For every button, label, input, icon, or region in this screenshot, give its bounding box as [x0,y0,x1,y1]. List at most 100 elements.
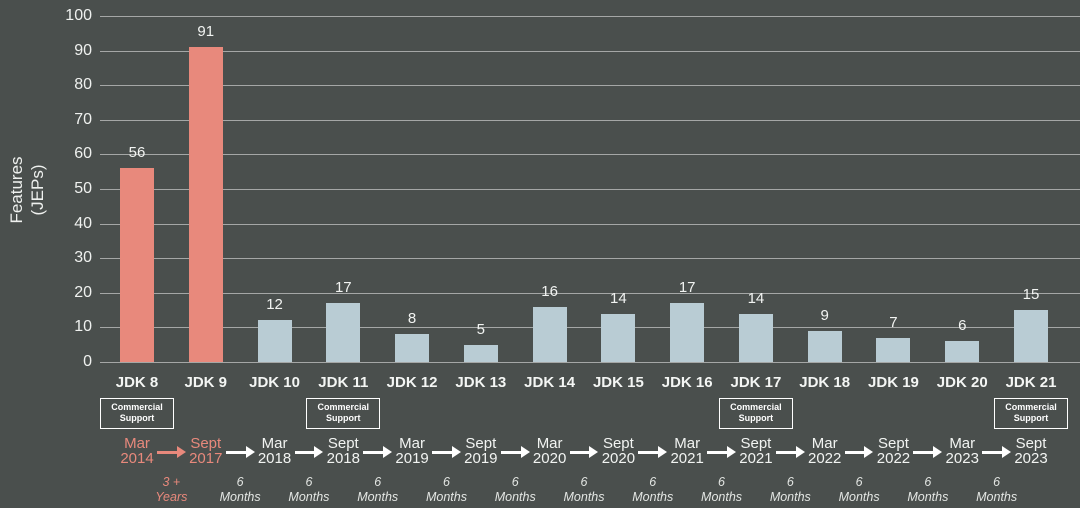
x-axis-label: JDK 21 [1005,374,1057,391]
text-line: 2018 [326,450,360,467]
text-line: 6 [649,475,657,489]
interval-label: 6 Months [220,475,261,505]
text-line: Mar [399,435,425,452]
gridline [100,292,1080,294]
bar-jdk-12 [395,334,430,362]
bar-value-label: 15 [1022,286,1040,304]
bar-jdk-18 [807,330,842,362]
text-line: Support [326,413,361,424]
text-line: Months [838,490,880,504]
interval-label: 6 Months [357,475,398,505]
arrow-right-icon [569,446,599,458]
timeline-date: Sept 2019 [464,436,497,466]
x-axis-label: JDK 15 [592,374,644,391]
gridline [100,85,1080,87]
bar-jdk-15 [601,313,636,362]
text-line: 2021 [670,450,704,467]
text-line: Mar [811,435,838,452]
arrow-right-icon [707,446,736,458]
interval-label: 3 + Years [155,475,187,505]
text-line: 6 [993,475,1001,489]
gridline [100,16,1080,17]
bar-value-label: 9 [820,306,829,324]
x-axis-label: JDK 19 [868,374,919,391]
arrow-right-icon [157,446,186,458]
bar-jdk-17 [738,313,773,362]
text-line: Sept [190,435,222,452]
x-axis-label: JDK 11 [318,374,369,391]
interval-label: 6 Months [564,475,605,505]
y-tick-label: 60 [74,145,92,163]
gridline [100,154,1080,156]
bar-value-label: 56 [128,144,146,162]
commercial-support-badge: Commercial Support [994,398,1068,429]
text-line: 6 [236,475,244,489]
arrow-right-icon [982,446,1011,458]
x-axis-label: JDK 16 [661,374,713,391]
interval-label: 6 Months [632,475,673,505]
y-tick-label: 20 [74,283,92,301]
x-axis-label: JDK 8 [115,374,159,391]
text-line: 2020 [532,450,567,467]
text-line: 2019 [464,450,498,467]
text-line: Commercial [111,402,163,412]
text-line: Sept [465,435,497,452]
interval-label: 6 Months [495,475,536,505]
bar-jdk-8 [120,168,154,362]
bar-value-label: 17 [334,279,352,297]
text-line: Months [632,490,674,504]
timeline-date: Sept 2020 [602,436,635,466]
interval-label: 6 Months [701,475,742,505]
text-line: Mar [536,435,563,452]
text-line: Mar [674,435,701,452]
interval-label: 6 Months [839,475,880,505]
text-line: Mar [949,435,976,452]
interval-label: 6 Months [288,475,329,505]
text-line: 2023 [945,450,979,467]
text-line: 2022 [808,450,842,467]
timeline-date: Mar 2018 [258,436,291,466]
text-line: 6 [442,475,450,489]
text-line: Months [976,490,1018,504]
interval-label: 6 Months [770,475,811,505]
arrow-right-icon [432,446,461,458]
timeline-date: Sept 2018 [327,436,360,466]
bar-value-label: 14 [747,289,765,307]
text-line: Months [563,490,605,504]
timeline-date: Mar 2019 [395,436,428,466]
timeline-date: Mar 2014 [120,436,153,466]
text-line: Months [494,490,536,504]
bar-jdk-16 [670,303,705,362]
y-tick-label: 50 [74,180,92,197]
x-axis-label: JDK 10 [249,374,300,391]
text-line: 2022 [876,450,911,467]
timeline-date: Mar 2023 [946,436,979,466]
y-tick-label: 90 [74,41,92,59]
text-line: 6 [718,475,725,489]
bar-value-label: 12 [266,296,283,314]
gridline [100,223,1080,225]
y-tick-label: 80 [74,76,92,94]
gridline [100,362,1080,363]
bar-jdk-11 [326,303,361,362]
interval-label: 6 Months [976,475,1017,505]
y-tick-label: 100 [65,7,92,24]
text-line: Commercial [317,402,370,412]
bar-jdk-14 [532,306,567,362]
text-line: Sept [740,435,772,452]
text-line: Support [1013,413,1049,424]
text-line: Months [288,490,330,504]
text-line: 3 + [162,475,181,489]
x-axis-label: JDK 14 [524,374,576,391]
y-tick-label: 0 [83,353,92,370]
text-line: Months [219,490,261,504]
text-line: 2020 [601,450,636,467]
text-line: Months [769,490,811,504]
arrow-right-icon [294,446,323,458]
arrow-right-icon [363,446,392,458]
bar-jdk-13 [463,344,498,362]
x-axis-label: JDK 17 [730,374,782,391]
text-line: 6 [374,475,382,489]
text-line: 6 [855,475,863,489]
x-axis-label: JDK 9 [184,374,228,391]
